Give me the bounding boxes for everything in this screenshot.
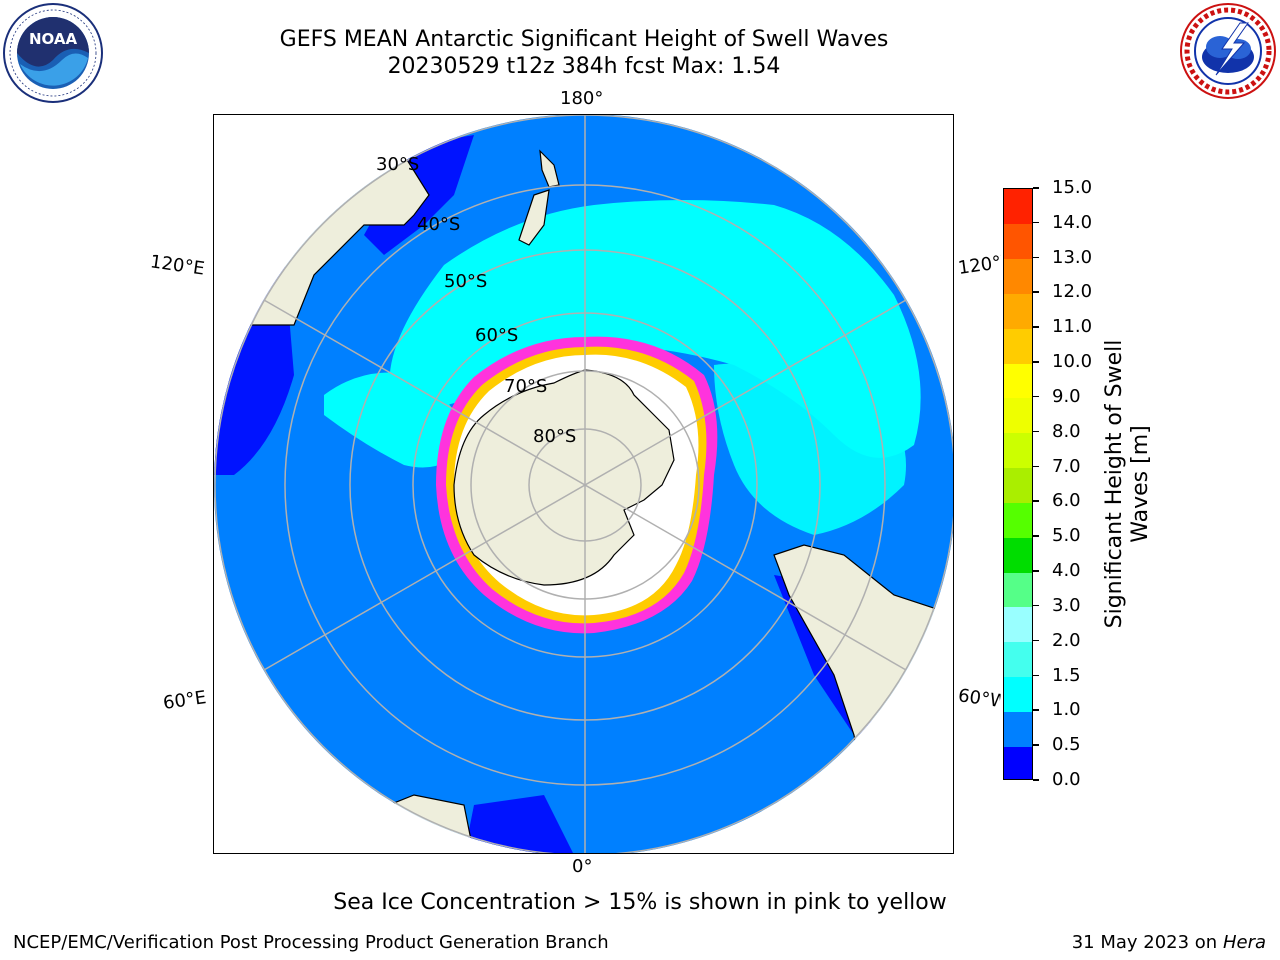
colorbar-tick	[1033, 222, 1039, 224]
colorbar-segment	[1004, 502, 1032, 537]
lon-label-120e: 120°E	[149, 251, 206, 279]
colorbar-segment	[1004, 537, 1032, 572]
colorbar-segment	[1004, 259, 1032, 294]
sea-ice-note: Sea Ice Concentration > 15% is shown in …	[0, 890, 1280, 915]
colorbar-tick-label: 6.0	[1052, 492, 1081, 510]
colorbar-segment	[1004, 328, 1032, 363]
colorbar-tick	[1033, 291, 1039, 293]
colorbar-tick	[1033, 570, 1039, 572]
colorbar-segment	[1004, 398, 1032, 433]
land-africa	[354, 795, 474, 854]
lon-label-60w: 60°W	[957, 685, 1002, 712]
colorbar-tick-label: 5.0	[1052, 527, 1081, 545]
noaa-logo-text: NOAA	[29, 30, 78, 48]
colorbar-tick	[1033, 431, 1039, 433]
colorbar-segment	[1004, 642, 1032, 677]
colorbar-tick-label: 13.0	[1052, 249, 1092, 267]
colorbar-tick-label: 15.0	[1052, 179, 1092, 197]
colorbar-tick-label: 7.0	[1052, 458, 1081, 476]
footer-date: 31 May 2023 on Hera	[1072, 932, 1266, 953]
colorbar-segment	[1004, 746, 1032, 780]
colorbar-segment	[1004, 433, 1032, 468]
colorbar	[1003, 188, 1033, 780]
colorbar-tick	[1033, 361, 1039, 363]
colorbar-tick-label: 0.5	[1052, 736, 1081, 754]
colorbar-segment	[1004, 677, 1032, 712]
colorbar-segment	[1004, 572, 1032, 607]
map-title: GEFS MEAN Antarctic Significant Height o…	[0, 27, 1168, 52]
colorbar-tick-label: 9.0	[1052, 388, 1081, 406]
footer-branch: NCEP/EMC/Verification Post Processing Pr…	[13, 932, 609, 953]
colorbar-tick-label: 1.5	[1052, 667, 1081, 685]
colorbar-tick-label: 12.0	[1052, 283, 1092, 301]
colorbar-tick	[1033, 779, 1039, 781]
colorbar-tick	[1033, 396, 1039, 398]
lat-label-70s: 70°S	[504, 376, 547, 397]
colorbar-tick	[1033, 326, 1039, 328]
colorbar-segment	[1004, 607, 1032, 642]
lat-label-40s: 40°S	[417, 214, 460, 235]
colorbar-title: Significant Height of Swell Waves [m]	[1102, 324, 1154, 644]
lat-label-50s: 50°S	[444, 271, 487, 292]
colorbar-tick	[1033, 535, 1039, 537]
polar-map: 30°S 40°S 50°S 60°S 70°S 80°S	[213, 114, 954, 854]
colorbar-segment	[1004, 468, 1032, 503]
land-madagascar	[214, 755, 299, 835]
colorbar-tick	[1033, 675, 1039, 677]
lon-label-120w: 120°W	[957, 252, 1003, 279]
colorbar-tick	[1033, 605, 1039, 607]
lon-label-0: 0°	[572, 856, 592, 877]
colorbar-segment	[1004, 224, 1032, 259]
colorbar-tick	[1033, 257, 1039, 259]
colorbar-tick	[1033, 744, 1039, 746]
colorbar-tick-label: 0.0	[1052, 771, 1081, 789]
colorbar-tick-label: 4.0	[1052, 562, 1081, 580]
colorbar-segment	[1004, 189, 1032, 224]
noaa-logo: NOAA	[2, 2, 104, 108]
colorbar-tick	[1033, 640, 1039, 642]
colorbar-tick-label: 10.0	[1052, 353, 1092, 371]
lon-label-60e: 60°E	[162, 687, 208, 714]
colorbar-tick-label: 8.0	[1052, 423, 1081, 441]
colorbar-tick-label: 2.0	[1052, 632, 1081, 650]
nws-logo	[1178, 1, 1278, 105]
colorbar-tick-label: 11.0	[1052, 318, 1092, 336]
lat-label-80s: 80°S	[533, 426, 576, 447]
colorbar-tick	[1033, 187, 1039, 189]
colorbar-segment	[1004, 363, 1032, 398]
map-subtitle-forecast: 20230529 t12z 384h fcst Max: 1.54	[0, 54, 1168, 79]
lat-label-60s: 60°S	[475, 325, 518, 346]
lon-label-180: 180°	[560, 88, 603, 109]
colorbar-tick-label: 3.0	[1052, 597, 1081, 615]
colorbar-tick-label: 14.0	[1052, 214, 1092, 232]
footer-host: Hera	[1223, 932, 1266, 953]
colorbar-tick-label: 1.0	[1052, 701, 1081, 719]
colorbar-tick	[1033, 500, 1039, 502]
colorbar-segment	[1004, 293, 1032, 328]
colorbar-tick	[1033, 709, 1039, 711]
lat-label-30s: 30°S	[376, 154, 419, 175]
colorbar-segment	[1004, 711, 1032, 746]
footer-date-text: 31 May 2023 on	[1072, 932, 1218, 953]
colorbar-tick	[1033, 466, 1039, 468]
